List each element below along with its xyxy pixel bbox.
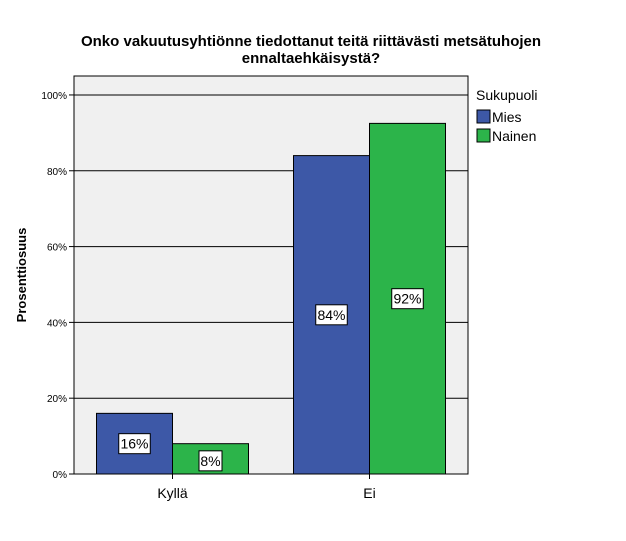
y-axis-label: Prosenttiosuus [14, 228, 29, 323]
y-tick-label: 60% [47, 243, 67, 254]
y-tick-label: 100% [41, 91, 67, 102]
y-axis-ticks: 0% 20% 40% 60% 80% 100% [41, 91, 74, 481]
legend-label-mies: Mies [492, 109, 522, 125]
data-label-box [315, 304, 348, 326]
y-tick-label: 40% [47, 318, 67, 329]
x-axis-categories: Kyllä Ei [157, 474, 376, 501]
x-category-label: Ei [363, 485, 375, 501]
data-label: 16% [120, 436, 148, 452]
legend-swatch-nainen [476, 128, 491, 143]
data-label-box [198, 450, 223, 472]
x-category-label: Kyllä [157, 485, 188, 501]
data-label: 92% [393, 291, 421, 307]
data-labels: 16% 8% 84% 92% [118, 288, 424, 472]
data-label-box [118, 433, 151, 455]
legend: Sukupuoli Mies Nainen [476, 87, 538, 144]
data-label: 84% [317, 307, 345, 323]
data-label-box [391, 288, 424, 310]
data-label: 8% [200, 453, 220, 469]
legend-label-nainen: Nainen [492, 128, 536, 144]
chart-title-line-2: ennaltaehkäisystä? [242, 50, 380, 67]
chart-title-line-1: Onko vakuutusyhtiönne tiedottanut teitä … [81, 33, 541, 50]
y-tick-label: 20% [47, 394, 67, 405]
legend-title: Sukupuoli [476, 87, 538, 103]
y-tick-label: 80% [47, 167, 67, 178]
legend-swatch-mies [476, 109, 491, 124]
y-tick-label: 0% [53, 470, 68, 481]
bars [96, 122, 446, 475]
